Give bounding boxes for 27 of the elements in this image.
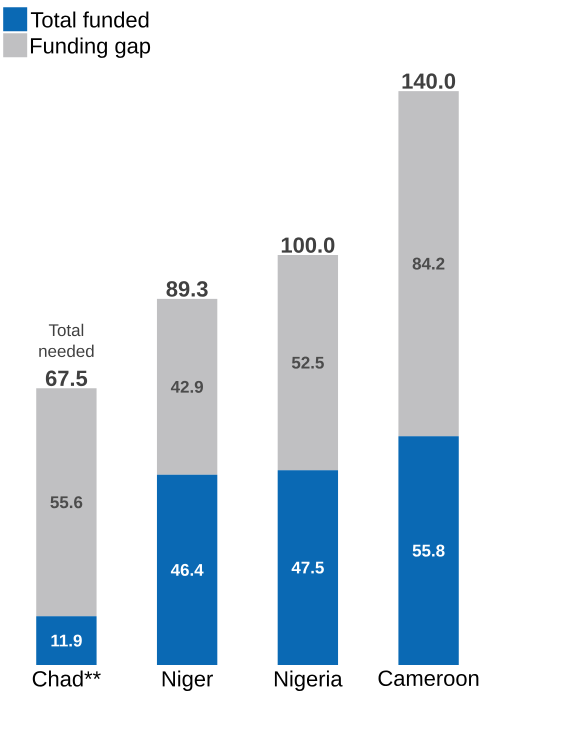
total-label: 67.5: [46, 370, 87, 386]
bar: [277, 255, 338, 470]
x-tick-label: Cameroon: [378, 670, 478, 686]
data-label: 47.5: [291, 562, 324, 574]
data-label: 42.9: [170, 380, 203, 393]
data-label: 55.8: [412, 544, 444, 557]
data-label: 11.9: [51, 634, 82, 647]
x-tick-label: Chad**: [32, 670, 101, 687]
x-tick-label: Nigeria: [274, 670, 342, 691]
data-label: 52.5: [292, 356, 324, 369]
bar: [277, 470, 338, 665]
total-label: 100.0: [282, 237, 334, 253]
legend-label: Funding gap: [30, 37, 150, 58]
data-label: 55.6: [50, 496, 82, 508]
data-label: 84.2: [412, 258, 444, 270]
bar: [156, 298, 218, 475]
legend-label: Total funded: [30, 11, 148, 28]
total-label: 89.3: [166, 281, 208, 297]
bar: [398, 91, 459, 436]
total-label: 140.0: [402, 73, 455, 89]
bar: [398, 436, 459, 665]
bar: [156, 474, 218, 665]
x-tick-label: Niger: [162, 670, 213, 691]
bar: [36, 616, 96, 665]
data-label: 46.4: [170, 564, 204, 576]
bar: [36, 388, 96, 616]
annotation: Total needed: [39, 324, 94, 358]
